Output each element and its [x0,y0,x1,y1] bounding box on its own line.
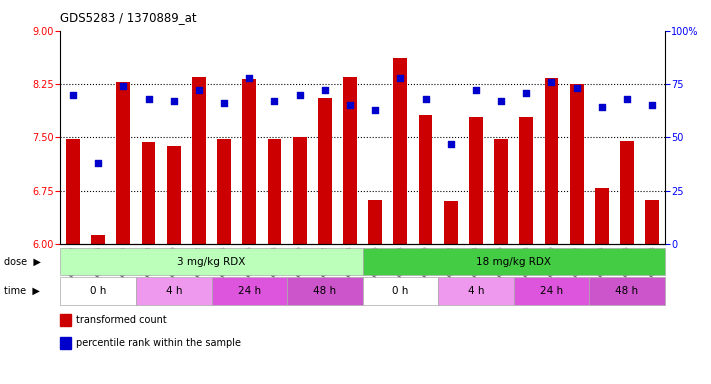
Point [269,98,280,104]
Bar [444,201,458,244]
Text: percentile rank within the sample: percentile rank within the sample [75,338,240,348]
Point [496,98,507,104]
Bar [494,139,508,244]
Bar [419,114,432,244]
Point [168,98,179,104]
Point [294,92,305,98]
Text: time  ▶: time ▶ [4,286,39,296]
Bar [595,189,609,244]
Bar [646,200,659,244]
Bar [167,146,181,244]
Text: transformed count: transformed count [75,315,166,325]
Bar [393,58,407,244]
Bar [519,118,533,244]
Bar [293,137,306,244]
Text: 4 h: 4 h [166,286,182,296]
Bar [60,248,363,275]
Bar [212,277,287,305]
Bar [545,78,558,244]
Point [68,92,79,98]
Point [546,79,557,85]
Bar [60,277,136,305]
Bar [318,98,332,244]
Point [420,96,432,102]
Bar [66,139,80,244]
Bar [136,277,212,305]
Bar [514,277,589,305]
Point [344,102,356,108]
Bar [141,142,156,244]
Bar [117,82,130,244]
Point [370,106,381,113]
Text: GDS5283 / 1370889_at: GDS5283 / 1370889_at [60,12,197,25]
Point [143,96,154,102]
Point [118,83,129,89]
Text: 3 mg/kg RDX: 3 mg/kg RDX [177,257,246,266]
Bar [60,337,71,349]
Point [646,102,658,108]
Bar [242,79,256,244]
Text: 48 h: 48 h [616,286,638,296]
Bar [192,77,206,244]
Bar [287,277,363,305]
Bar [91,235,105,244]
Bar [363,248,665,275]
Bar [570,84,584,244]
Point [596,104,607,111]
Point [520,89,532,96]
Text: dose  ▶: dose ▶ [4,257,41,266]
Point [445,141,456,147]
Bar [438,277,514,305]
Point [395,74,406,81]
Text: 24 h: 24 h [540,286,563,296]
Point [571,85,582,91]
Bar [267,139,282,244]
Bar [469,118,483,244]
Text: 48 h: 48 h [314,286,336,296]
Bar [217,139,231,244]
Bar [620,141,634,244]
Text: 0 h: 0 h [392,286,409,296]
Bar [368,200,382,244]
Text: 0 h: 0 h [90,286,107,296]
Text: 24 h: 24 h [237,286,261,296]
Point [92,160,104,166]
Point [621,96,633,102]
Point [319,87,331,93]
Point [470,87,481,93]
Bar [363,277,438,305]
Point [244,74,255,81]
Text: 18 mg/kg RDX: 18 mg/kg RDX [476,257,551,266]
Bar [589,277,665,305]
Point [193,87,205,93]
Point [218,100,230,106]
Bar [343,77,357,244]
Bar [60,314,71,326]
Text: 4 h: 4 h [468,286,484,296]
